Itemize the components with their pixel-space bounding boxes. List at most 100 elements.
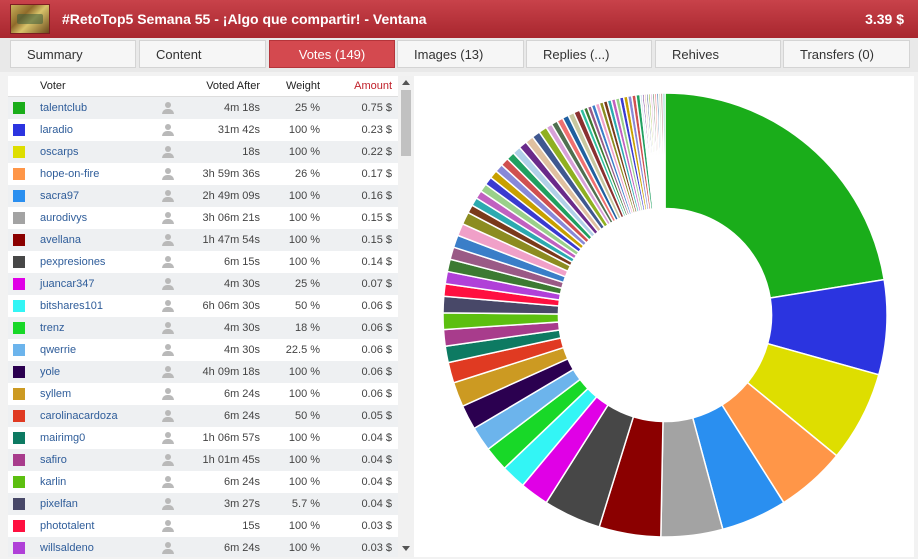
tab-summary[interactable]: Summary <box>10 40 136 68</box>
table-row: carolinacardoza 6m 24s 50 % 0.05 $ <box>8 405 398 427</box>
voter-name-link[interactable]: pexpresiones <box>40 256 106 268</box>
color-swatch <box>13 410 25 423</box>
color-swatch-cell <box>8 383 32 405</box>
color-swatch-cell <box>8 515 32 537</box>
tab-rehives[interactable]: Rehives <box>655 40 781 68</box>
avatar-cell <box>154 537 183 557</box>
avatar-cell <box>154 515 182 537</box>
user-avatar-icon[interactable] <box>162 322 175 335</box>
tab-replies[interactable]: Replies (...) <box>526 40 652 68</box>
voter-name-link[interactable]: pixelfan <box>32 493 154 515</box>
color-swatch <box>13 322 25 335</box>
weight-cell: 26 % <box>294 168 321 180</box>
weight-cell: 100 % <box>266 229 327 251</box>
header-weight[interactable]: Weight <box>266 76 327 97</box>
user-avatar-icon[interactable] <box>162 190 175 203</box>
header-amount[interactable]: Amount <box>326 76 398 97</box>
voter-name-link[interactable]: mairimg0 <box>40 432 86 444</box>
user-avatar-icon[interactable] <box>162 146 175 159</box>
voter-name-link[interactable]: oscarps <box>32 141 154 163</box>
voter-name-link[interactable]: yole <box>32 361 154 383</box>
voter-name-link[interactable]: sacra97 <box>32 185 154 207</box>
voted-after-cell: 4m 30s <box>182 273 267 295</box>
voter-name-link[interactable]: avellana <box>32 229 154 251</box>
weight-cell: 18 % <box>266 317 327 339</box>
color-swatch <box>13 498 25 511</box>
user-avatar-icon[interactable] <box>162 212 175 225</box>
scroll-down-icon[interactable] <box>402 546 410 551</box>
voter-name-link[interactable]: aurodivys <box>40 212 88 224</box>
voter-name-link[interactable]: trenz <box>32 317 154 339</box>
table-row: yole 4h 09m 18s 100 % 0.06 $ <box>8 361 398 383</box>
voted-after-cell: 31m 42s <box>217 124 261 136</box>
amount-cell: 0.15 $ <box>326 229 398 251</box>
color-swatch-cell <box>8 273 32 295</box>
voter-name-link[interactable]: bitshares101 <box>40 300 103 312</box>
donut-slice[interactable] <box>664 92 886 299</box>
weight-cell: 100 % <box>266 141 327 163</box>
scroll-up-icon[interactable] <box>402 80 410 85</box>
tab-transfers[interactable]: Transfers (0) <box>783 40 910 68</box>
table-scrollbar[interactable] <box>398 76 414 557</box>
voter-name-link[interactable]: hope-on-fire <box>40 168 100 180</box>
voter-name-link[interactable]: karlin <box>40 476 67 488</box>
tab-content[interactable]: Content <box>139 40 266 68</box>
avatar-cell <box>154 163 182 185</box>
post-thumbnail <box>10 4 50 34</box>
amount-cell: 0.06 $ <box>361 388 393 400</box>
user-avatar-icon[interactable] <box>162 520 175 533</box>
user-avatar-icon[interactable] <box>162 168 175 181</box>
user-avatar-icon[interactable] <box>162 498 175 511</box>
voter-name-link[interactable]: qwerrie <box>40 344 77 356</box>
table-row: safiro 1h 01m 45s 100 % 0.04 $ <box>8 449 398 471</box>
donut-slice[interactable] <box>662 92 666 210</box>
amount-cell: 0.04 $ <box>361 476 393 488</box>
voter-name-link[interactable]: phototalent <box>40 520 95 532</box>
voter-name-link[interactable]: syllem <box>40 388 72 400</box>
weight-cell: 100 % <box>288 432 321 444</box>
user-avatar-icon[interactable] <box>162 366 175 379</box>
header-voter[interactable]: Voter <box>8 76 183 97</box>
color-swatch <box>13 366 25 379</box>
user-avatar-icon[interactable] <box>162 476 175 489</box>
user-avatar-icon[interactable] <box>162 124 175 137</box>
amount-cell: 0.06 $ <box>361 344 393 356</box>
voter-name-link[interactable]: safiro <box>32 449 154 471</box>
voted-after-cell: 3h 06m 21s <box>202 212 261 224</box>
user-avatar-icon[interactable] <box>162 410 175 423</box>
color-swatch <box>13 146 25 159</box>
user-avatar-icon[interactable] <box>162 344 175 357</box>
voter-name-link[interactable]: laradio <box>40 124 74 136</box>
amount-cell: 0.03 $ <box>361 520 393 532</box>
user-avatar-icon[interactable] <box>162 388 175 401</box>
avatar-cell <box>154 119 182 141</box>
user-avatar-icon[interactable] <box>162 454 175 467</box>
amount-cell: 0.14 $ <box>361 256 393 268</box>
voter-name-link[interactable]: talentclub <box>32 96 154 119</box>
user-avatar-icon[interactable] <box>162 102 175 115</box>
header-voted-after[interactable]: Voted After <box>182 76 267 97</box>
user-avatar-icon[interactable] <box>162 300 175 313</box>
voted-after-cell: 2h 49m 09s <box>182 185 267 207</box>
weight-cell: 22.5 % <box>285 344 321 356</box>
weight-cell: 100 % <box>266 185 327 207</box>
color-swatch-cell <box>8 537 32 557</box>
tab-votes[interactable]: Votes (149) <box>269 40 395 68</box>
voter-name-link[interactable]: willsaldeno <box>32 537 154 557</box>
user-avatar-icon[interactable] <box>162 234 175 247</box>
tab-images[interactable]: Images (13) <box>397 40 524 68</box>
user-avatar-icon[interactable] <box>162 542 175 555</box>
user-avatar-icon[interactable] <box>162 256 175 269</box>
avatar-cell <box>154 493 183 515</box>
color-swatch-cell <box>8 295 32 317</box>
voter-name-link[interactable]: juancar347 <box>32 273 154 295</box>
table-row: mairimg0 1h 06m 57s 100 % 0.04 $ <box>8 427 398 449</box>
scroll-thumb[interactable] <box>401 90 411 156</box>
voter-name-link[interactable]: carolinacardoza <box>32 405 154 427</box>
amount-cell: 0.06 $ <box>326 317 398 339</box>
color-swatch <box>13 388 25 401</box>
color-swatch <box>13 432 25 445</box>
user-avatar-icon[interactable] <box>162 278 175 291</box>
user-avatar-icon[interactable] <box>162 432 175 445</box>
weight-cell: 100 % <box>288 212 321 224</box>
